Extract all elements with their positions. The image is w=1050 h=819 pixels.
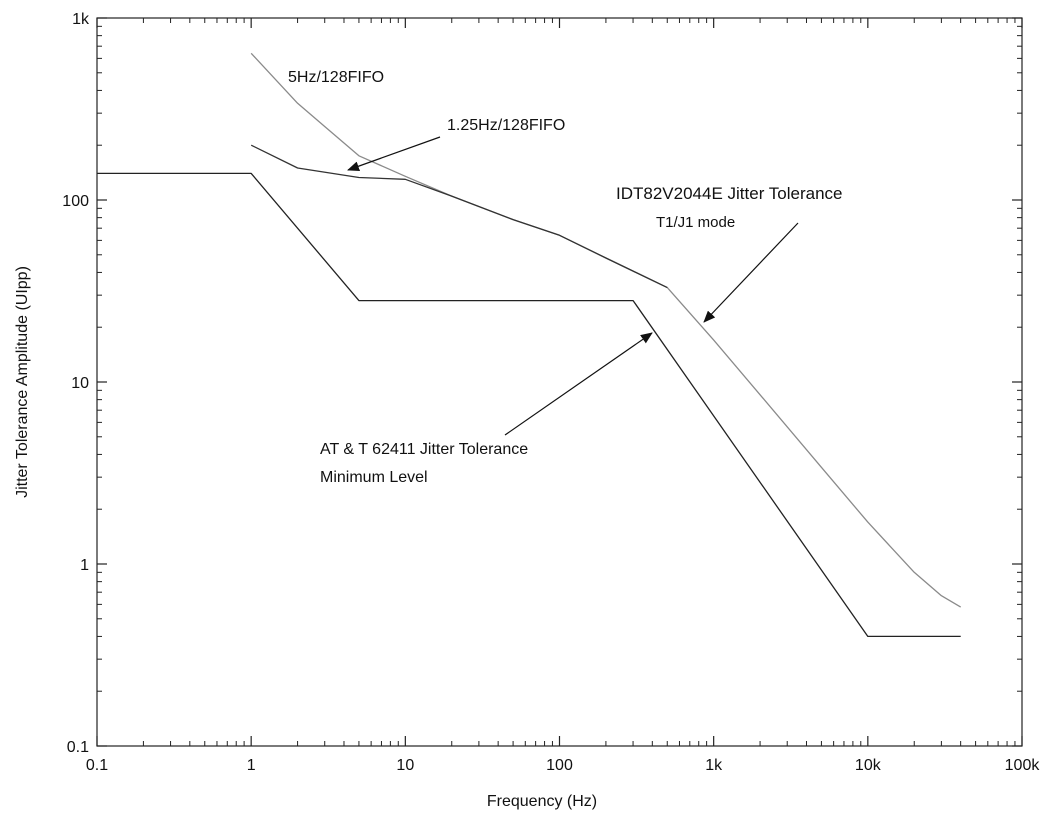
- x-axis-title: Frequency (Hz): [487, 793, 597, 810]
- annotation-5hz-fifo: 5Hz/128FIFO: [288, 69, 384, 86]
- series-lines: [97, 52, 962, 638]
- x-tick-label: 1: [247, 757, 256, 774]
- minor-ticks: [97, 18, 1022, 746]
- y-tick-label: 0.1: [67, 739, 89, 756]
- series-1p25hz-fifo-line: [250, 144, 668, 289]
- annotation-1p25hz-fifo: 1.25Hz/128FIFO: [447, 117, 565, 134]
- series-att-minimum-line: [97, 172, 961, 638]
- x-tick-label: 10k: [855, 757, 882, 774]
- y-tick-label: 10: [71, 375, 89, 392]
- annotation-1p25hz-arrow: [347, 136, 441, 171]
- annotation-att-arrow: [504, 332, 653, 436]
- x-tick-label: 10: [396, 757, 414, 774]
- x-tick-label: 0.1: [86, 757, 108, 774]
- x-tick-label: 1k: [705, 757, 723, 774]
- x-tick-labels: 0.1 1 10 100 1k 10k 100k: [86, 757, 1040, 774]
- major-ticks: [96, 17, 1023, 747]
- annotation-att-title: AT & T 62411 Jitter Tolerance: [320, 441, 528, 458]
- y-tick-label: 1: [80, 557, 89, 574]
- annotation-idt-mode: T1/J1 mode: [656, 214, 735, 231]
- y-tick-label: 100: [62, 193, 89, 210]
- y-axis-title: Jitter Tolerance Amplitude (UIpp): [14, 266, 31, 498]
- annotation-idt-arrow: [703, 222, 799, 323]
- x-tick-label: 100: [546, 757, 573, 774]
- x-tick-label: 100k: [1005, 757, 1041, 774]
- annotation-idt-title: IDT82V2044E Jitter Tolerance: [616, 184, 842, 203]
- y-tick-label: 1k: [72, 11, 90, 28]
- series-5hz-fifo-line: [250, 52, 962, 608]
- y-tick-labels: 0.1 1 10 100 1k: [62, 11, 90, 756]
- annotation-att-subtitle: Minimum Level: [320, 469, 428, 486]
